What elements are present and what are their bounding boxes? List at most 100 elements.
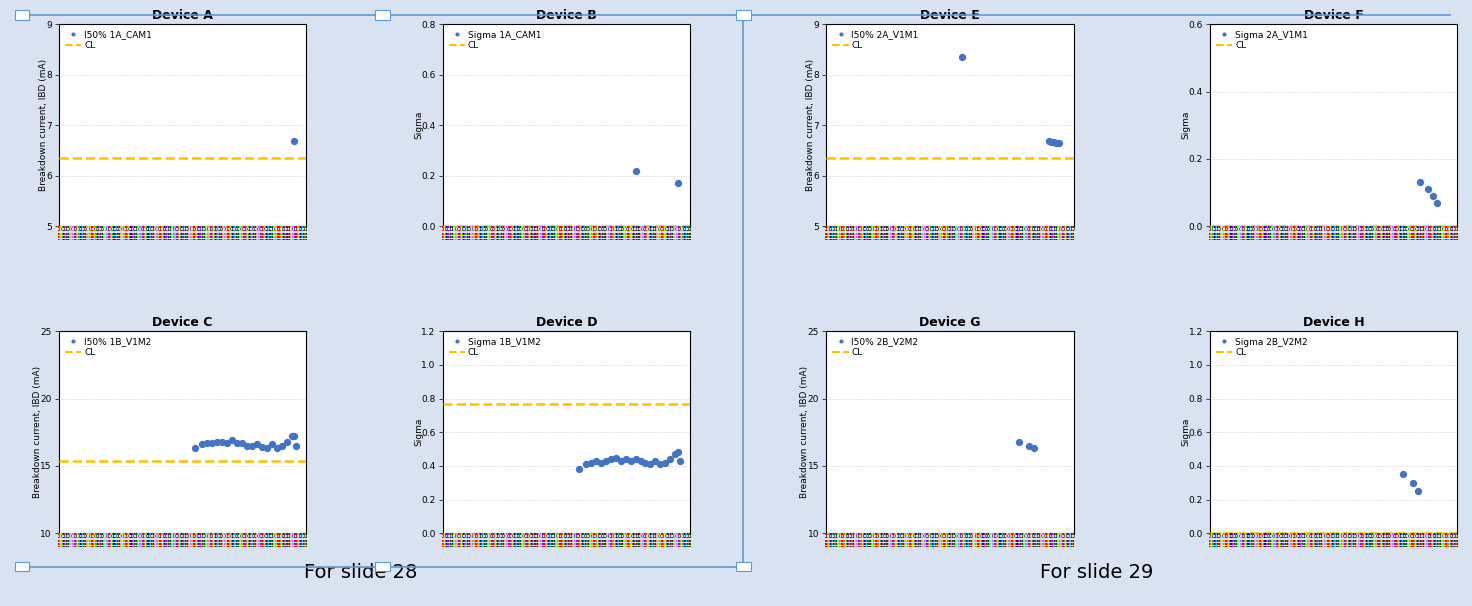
Point [845, 229, 868, 239]
Point [583, 536, 606, 546]
Point [994, 536, 1017, 546]
Point [1204, 232, 1228, 242]
Point [562, 232, 586, 242]
Point [935, 529, 958, 539]
Point [945, 226, 969, 236]
Point [1048, 536, 1072, 546]
Point [1229, 226, 1253, 236]
Point [1370, 232, 1394, 242]
Point [621, 235, 645, 244]
Point [528, 536, 552, 546]
Point [1228, 232, 1251, 242]
Point [1298, 533, 1322, 542]
Point [188, 235, 212, 244]
Point [509, 226, 533, 236]
Point [1253, 529, 1276, 539]
Point [518, 529, 542, 539]
Point [667, 529, 690, 539]
Point [125, 232, 149, 242]
Point [149, 235, 172, 244]
Point [84, 235, 107, 244]
Point [1213, 229, 1236, 239]
Point [590, 529, 614, 539]
Point [1055, 536, 1079, 546]
Point [528, 226, 552, 236]
Point [286, 533, 309, 542]
Point [99, 529, 122, 539]
Point [219, 229, 243, 239]
Point [1214, 232, 1238, 242]
Point [191, 232, 215, 242]
Point [858, 235, 882, 244]
Point [505, 226, 528, 236]
Point [1272, 539, 1295, 548]
Point [877, 542, 901, 551]
Point [1061, 229, 1085, 239]
Point [63, 229, 87, 239]
Point [431, 533, 455, 542]
Point [165, 533, 188, 542]
Point [533, 226, 556, 236]
Point [115, 235, 138, 244]
Point [490, 226, 514, 236]
Point [1253, 539, 1276, 548]
Point [1303, 529, 1326, 539]
Point [536, 226, 559, 236]
Point [521, 226, 545, 236]
Point [1032, 222, 1055, 231]
Point [439, 235, 462, 244]
Point [1253, 229, 1276, 239]
Point [957, 529, 980, 539]
Point [552, 542, 576, 551]
Point [508, 542, 531, 551]
Point [1239, 536, 1263, 546]
Point [1407, 529, 1431, 539]
Point [188, 529, 212, 539]
Point [511, 235, 534, 244]
Point [1297, 222, 1320, 231]
Point [1400, 529, 1423, 539]
Point [1375, 533, 1398, 542]
Point [162, 529, 185, 539]
Point [210, 229, 234, 239]
Point [645, 539, 668, 548]
Point [639, 229, 662, 239]
Point [645, 529, 668, 539]
Point [437, 232, 461, 242]
Point [102, 222, 125, 231]
Point [1047, 229, 1070, 239]
Point [970, 533, 994, 542]
Point [1038, 222, 1061, 231]
Point [973, 539, 997, 548]
Point [283, 533, 306, 542]
Point [480, 229, 503, 239]
Point [1331, 536, 1354, 546]
Point [456, 529, 480, 539]
Point [183, 229, 206, 239]
Point [103, 235, 127, 244]
Point [640, 536, 664, 546]
Point [553, 536, 577, 546]
Point [499, 539, 523, 548]
Point [52, 222, 75, 231]
Point [1301, 226, 1325, 236]
Point [1005, 229, 1029, 239]
Point [166, 533, 190, 542]
Point [74, 232, 97, 242]
Point [1282, 222, 1306, 231]
Point [200, 542, 224, 551]
Point [56, 226, 79, 236]
Point [1289, 539, 1313, 548]
Point [66, 235, 90, 244]
Point [93, 222, 116, 231]
Point [1312, 542, 1335, 551]
Point [244, 222, 268, 231]
Legend: I50% 2B_V2M2, CL: I50% 2B_V2M2, CL [830, 336, 920, 359]
Point [88, 542, 112, 551]
Point [587, 222, 611, 231]
Point [577, 229, 601, 239]
Point [1020, 529, 1044, 539]
Point [499, 529, 523, 539]
Point [489, 232, 512, 242]
Point [1225, 229, 1248, 239]
